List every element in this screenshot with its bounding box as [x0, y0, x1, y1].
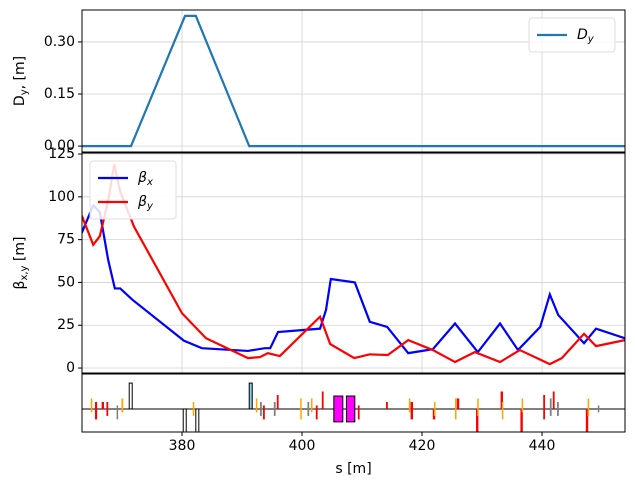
lattice-element	[521, 398, 524, 413]
y-tick-label: 25	[57, 317, 75, 333]
lattice-element	[121, 398, 124, 413]
y-tick-label: 125	[48, 146, 75, 162]
lattice-element	[408, 398, 411, 413]
lattice-element	[307, 401, 310, 416]
x-tick-label: 440	[529, 438, 556, 454]
y-tick-label: 0.00	[44, 138, 75, 154]
lattice-element	[260, 401, 262, 416]
lattice-element	[543, 394, 546, 420]
y-tick-label: 0.15	[44, 86, 75, 102]
lattice-element	[248, 382, 253, 410]
y-tick-label: 100	[48, 189, 75, 205]
lattice-element	[345, 395, 356, 423]
lattice-element	[276, 394, 279, 409]
lattice-element	[101, 401, 105, 409]
legend-label: βx	[137, 170, 153, 188]
lattice-element	[300, 398, 302, 420]
legend-label: Dy	[577, 27, 595, 45]
y-tick-label: 75	[57, 232, 75, 248]
lattice-element	[311, 398, 313, 413]
x-tick-label: 420	[409, 438, 436, 454]
legend-box	[528, 17, 616, 53]
lattice-element	[557, 401, 559, 416]
lattice-element	[90, 398, 93, 413]
lattice-element	[476, 408, 479, 432]
line	[82, 14, 625, 148]
y-axis-label: βx,y [m]	[12, 237, 30, 290]
lattice-element	[315, 405, 318, 420]
y-axis-label: Dy, [m]	[12, 56, 30, 106]
lattice-element	[128, 382, 133, 410]
lattice-element	[500, 391, 504, 409]
lattice-element	[273, 401, 276, 416]
lattice-element	[321, 391, 324, 409]
frame	[81, 9, 626, 153]
lattice-element	[434, 401, 436, 416]
y-tick-label: 0	[66, 360, 75, 376]
x-tick-label: 380	[169, 438, 196, 454]
y-tick-label: 0.30	[44, 34, 75, 50]
lattice-element	[549, 398, 552, 416]
lattice-element	[95, 401, 98, 420]
lattice-element	[587, 398, 590, 416]
lattice-element	[552, 391, 555, 409]
frame	[81, 373, 626, 433]
lattice-element	[263, 405, 265, 420]
lattice-element	[585, 408, 589, 432]
lattice-element	[597, 405, 600, 413]
lattice-element	[386, 401, 388, 409]
x-tick-label: 400	[289, 438, 316, 454]
x-axis-label: s [m]	[335, 461, 371, 477]
line	[82, 203, 625, 355]
legend-label: βy	[137, 194, 154, 212]
y-tick-label: 50	[57, 274, 75, 290]
lattice-element	[116, 405, 119, 420]
lattice-element	[333, 395, 344, 423]
legend-box	[89, 160, 177, 220]
lattice-element	[410, 401, 414, 420]
lattice-element	[456, 398, 460, 409]
lattice-element	[255, 398, 258, 413]
lattice-element	[357, 405, 360, 420]
lattice-element	[520, 408, 523, 432]
frame	[81, 152, 626, 374]
lattice-element	[195, 408, 200, 432]
lattice-element	[455, 398, 457, 420]
lattice-element	[192, 401, 195, 416]
lattice-element	[182, 408, 187, 432]
lattice-element	[106, 401, 109, 416]
lattice-element	[501, 401, 504, 420]
lattice-element	[477, 398, 479, 416]
